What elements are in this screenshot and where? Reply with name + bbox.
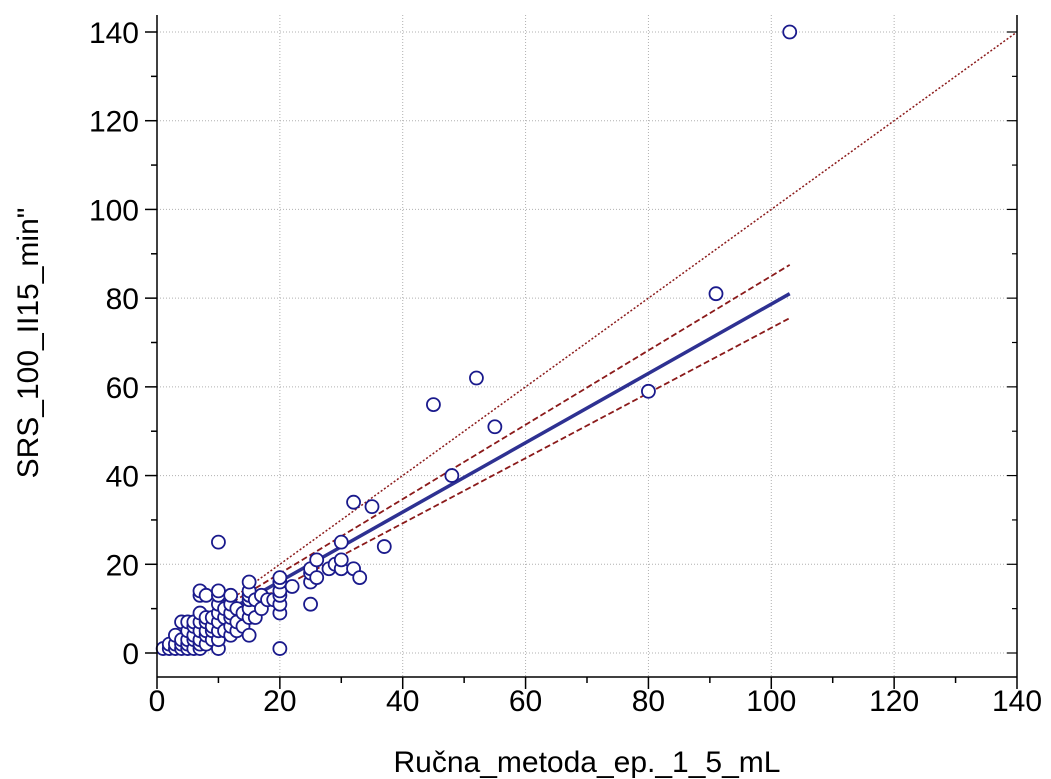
data-point [241,574,257,590]
y-axis-label: SRS_100_II15_min" [12,208,45,479]
data-point [211,534,226,550]
data-point [284,579,300,594]
data-point [309,552,325,568]
x-tick-label: 60 [509,685,542,718]
data-point [641,383,656,399]
data-point [708,286,724,302]
x-axis-label: Ručna_metoda_ep._1_5_mL [394,746,781,779]
x-tick-label: 100 [746,685,796,718]
data-point [198,587,214,603]
data-point [352,570,368,585]
data-point [782,24,798,40]
data-point [333,534,349,550]
y-tick-label: 120 [89,106,139,139]
data-point [309,570,325,585]
axes: 0 20 40 60 80 100 120 140 0 20 40 60 80 100 120 140 [89,15,1042,718]
y-tick-label: 40 [106,461,139,494]
data-point [223,587,239,603]
regression-line [162,292,791,649]
confidence-upper-line [162,264,791,645]
data-point [272,641,288,656]
identity-line [156,31,1018,654]
y-tick-label: 20 [106,549,139,582]
data-point [487,419,503,435]
data-point [333,552,349,568]
x-tick-label: 140 [992,685,1042,718]
data-points [155,24,798,656]
data-point [272,570,288,585]
data-point [364,499,380,515]
data-point [346,494,361,510]
data-point [241,627,257,643]
x-tick-label: 80 [632,685,665,718]
data-point [426,397,441,413]
data-point [303,596,318,612]
y-tick-label: 100 [89,194,139,227]
y-tick-label: 0 [122,638,139,671]
data-point [444,468,460,483]
y-tick-label: 80 [106,283,139,316]
data-point [376,539,392,554]
y-tick-label: 140 [89,17,139,50]
data-point [211,583,226,599]
data-point [469,370,484,386]
x-tick-label: 40 [386,685,419,718]
lines [156,31,1018,654]
x-tick-label: 120 [869,685,919,718]
y-tick-label: 60 [106,372,139,405]
x-tick-label: 0 [149,685,166,718]
x-tick-label: 20 [263,685,296,718]
